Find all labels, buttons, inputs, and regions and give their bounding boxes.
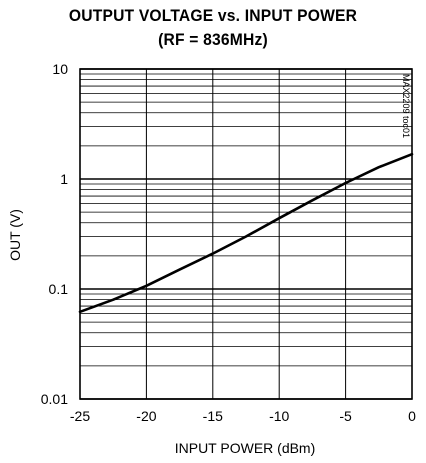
series-layer <box>78 152 414 314</box>
figure-code-annotation: MAX2209 toc01 <box>401 74 411 138</box>
chart-title: OUTPUT VOLTAGE vs. INPUT POWER <box>68 6 358 25</box>
tick-labels: -25 -20 -15 -10 -5 0 0.01 0.1 1 10 <box>41 61 416 424</box>
series-line-out-voltage <box>78 152 414 314</box>
x-axis-label: INPUT POWER (dBm) <box>175 440 316 456</box>
x-tick-label: -10 <box>269 408 289 424</box>
x-tick-label: -5 <box>339 408 352 424</box>
axes <box>79 68 413 400</box>
plot-frame <box>79 68 413 400</box>
y-tick-label: 10 <box>52 61 68 77</box>
x-tick-label: -25 <box>70 408 90 424</box>
x-tick-label: -20 <box>136 408 156 424</box>
chart-subtitle: (RF = 836MHz) <box>158 30 268 49</box>
grid <box>79 68 413 400</box>
y-axis-label: OUT (V) <box>7 209 23 261</box>
x-tick-label: -15 <box>203 408 223 424</box>
y-tick-label: 0.1 <box>49 281 69 297</box>
y-tick-label: 1 <box>60 171 68 187</box>
y-tick-label: 0.01 <box>41 391 68 407</box>
x-tick-label: 0 <box>408 408 416 424</box>
